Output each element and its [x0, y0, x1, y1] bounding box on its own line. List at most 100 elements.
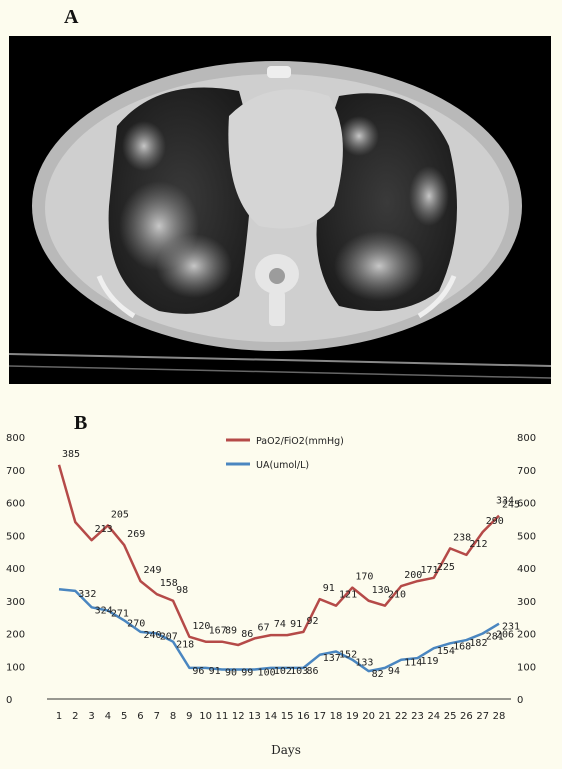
y-left-tick-label: 400: [6, 564, 25, 575]
x-tick-label: 16: [297, 711, 310, 722]
ct-scan-illustration: [9, 36, 551, 384]
y-right-tick-label: 600: [517, 499, 536, 510]
data-label: 114: [404, 658, 422, 669]
data-label: 154: [437, 646, 455, 657]
data-label: 91: [290, 619, 302, 630]
data-label: 91: [209, 666, 221, 677]
data-label: 290: [486, 516, 504, 527]
data-label: 200: [404, 570, 422, 581]
chart-legend: PaO2/FiO2(mmHg) UA(umol/L): [226, 436, 344, 471]
x-tick-label: 22: [395, 711, 408, 722]
x-tick-label: 19: [346, 711, 359, 722]
y-left-tick-label: 800: [6, 433, 25, 444]
data-label: 137: [323, 653, 341, 664]
data-label: 324: [95, 605, 113, 616]
data-label: 120: [192, 621, 210, 632]
data-label: 119: [421, 656, 439, 667]
data-label: 158: [160, 578, 178, 589]
x-tick-label: 11: [216, 711, 229, 722]
data-label: 82: [372, 669, 384, 680]
x-tick-label: 5: [121, 711, 127, 722]
x-tick-label: 25: [444, 711, 457, 722]
data-label: 245: [502, 500, 520, 511]
data-label: 86: [241, 629, 253, 640]
data-label: 170: [355, 572, 373, 583]
data-label: 269: [127, 529, 145, 540]
y-left-tick-label: 200: [6, 630, 25, 641]
data-label: 332: [78, 589, 96, 600]
x-tick-label: 8: [170, 711, 176, 722]
x-tick-label: 2: [72, 711, 78, 722]
data-label: 133: [355, 658, 373, 669]
data-label: 270: [127, 618, 145, 629]
data-label: 205: [111, 509, 129, 520]
x-tick-label: 1: [56, 711, 62, 722]
y-right-tick-label: 800: [517, 433, 536, 444]
data-label: 212: [469, 539, 487, 550]
panel-b-label: B: [74, 412, 88, 434]
data-label: 231: [502, 622, 520, 633]
data-label: 99: [241, 668, 253, 679]
data-label: 240: [143, 630, 161, 641]
x-tick-label: 3: [88, 711, 94, 722]
chart-lines: [57, 464, 500, 673]
data-label: 67: [258, 622, 270, 633]
data-label: 92: [306, 616, 318, 627]
y-right-tick-label: 0: [517, 695, 523, 706]
data-label: 96: [192, 666, 204, 677]
data-label: 74: [274, 619, 286, 630]
data-label: 210: [388, 590, 406, 601]
x-tick-label: 26: [460, 711, 473, 722]
legend-label-0: PaO2/FiO2(mmHg): [256, 436, 344, 447]
x-tick-label: 27: [476, 711, 489, 722]
y-right-tick-label: 700: [517, 466, 536, 477]
x-tick-label: 20: [362, 711, 375, 722]
y-right-tick-label: 500: [517, 531, 536, 542]
x-tick-label: 18: [330, 711, 343, 722]
x-tick-label: 13: [248, 711, 261, 722]
data-label: 121: [339, 590, 357, 601]
series-line-0: [57, 464, 500, 647]
chart-axes: 0 0 100 100 200 200 300 300 400 400 500 500 600 600 70…: [6, 433, 536, 722]
series-line-1: [58, 588, 500, 673]
x-tick-label: 10: [199, 711, 212, 722]
data-label: 102: [274, 666, 292, 677]
x-tick-label: 14: [264, 711, 277, 722]
data-label: 334: [496, 496, 514, 507]
y-left-tick-label: 0: [6, 695, 12, 706]
data-label: 100: [258, 668, 276, 679]
y-left-tick-label: 500: [6, 531, 25, 542]
x-tick-label: 6: [137, 711, 143, 722]
data-label: 89: [225, 626, 237, 637]
data-label: 385: [62, 449, 80, 460]
legend-label-1: UA(umol/L): [256, 460, 309, 471]
x-tick-label: 12: [232, 711, 245, 722]
x-tick-label: 15: [281, 711, 294, 722]
y-left-tick-label: 100: [6, 662, 25, 673]
x-tick-label: 7: [154, 711, 160, 722]
y-right-tick-label: 400: [517, 564, 536, 575]
line-chart: 0 0 100 100 200 200 300 300 400 400 500 500 600 600 70…: [6, 433, 536, 757]
y-left-tick-label: 700: [6, 466, 25, 477]
x-tick-label: 28: [493, 711, 506, 722]
data-label: 218: [176, 640, 194, 651]
x-tick-label: 23: [411, 711, 424, 722]
ct-scan-image: [9, 36, 551, 384]
data-label: 86: [306, 666, 318, 677]
data-label: 94: [388, 666, 400, 677]
data-label: 98: [176, 585, 188, 596]
panel-a-label: A: [64, 6, 79, 28]
data-label: 206: [496, 630, 514, 641]
data-label: 271: [111, 609, 129, 620]
data-label: 249: [143, 565, 161, 576]
x-tick-label: 24: [427, 711, 440, 722]
data-label: 225: [437, 562, 455, 573]
x-tick-label: 17: [313, 711, 326, 722]
x-tick-label: 9: [186, 711, 192, 722]
data-label: 182: [469, 638, 487, 649]
y-left-tick-label: 600: [6, 499, 25, 510]
data-label: 238: [453, 532, 471, 543]
data-label: 152: [339, 650, 357, 661]
data-label: 167: [209, 626, 227, 637]
